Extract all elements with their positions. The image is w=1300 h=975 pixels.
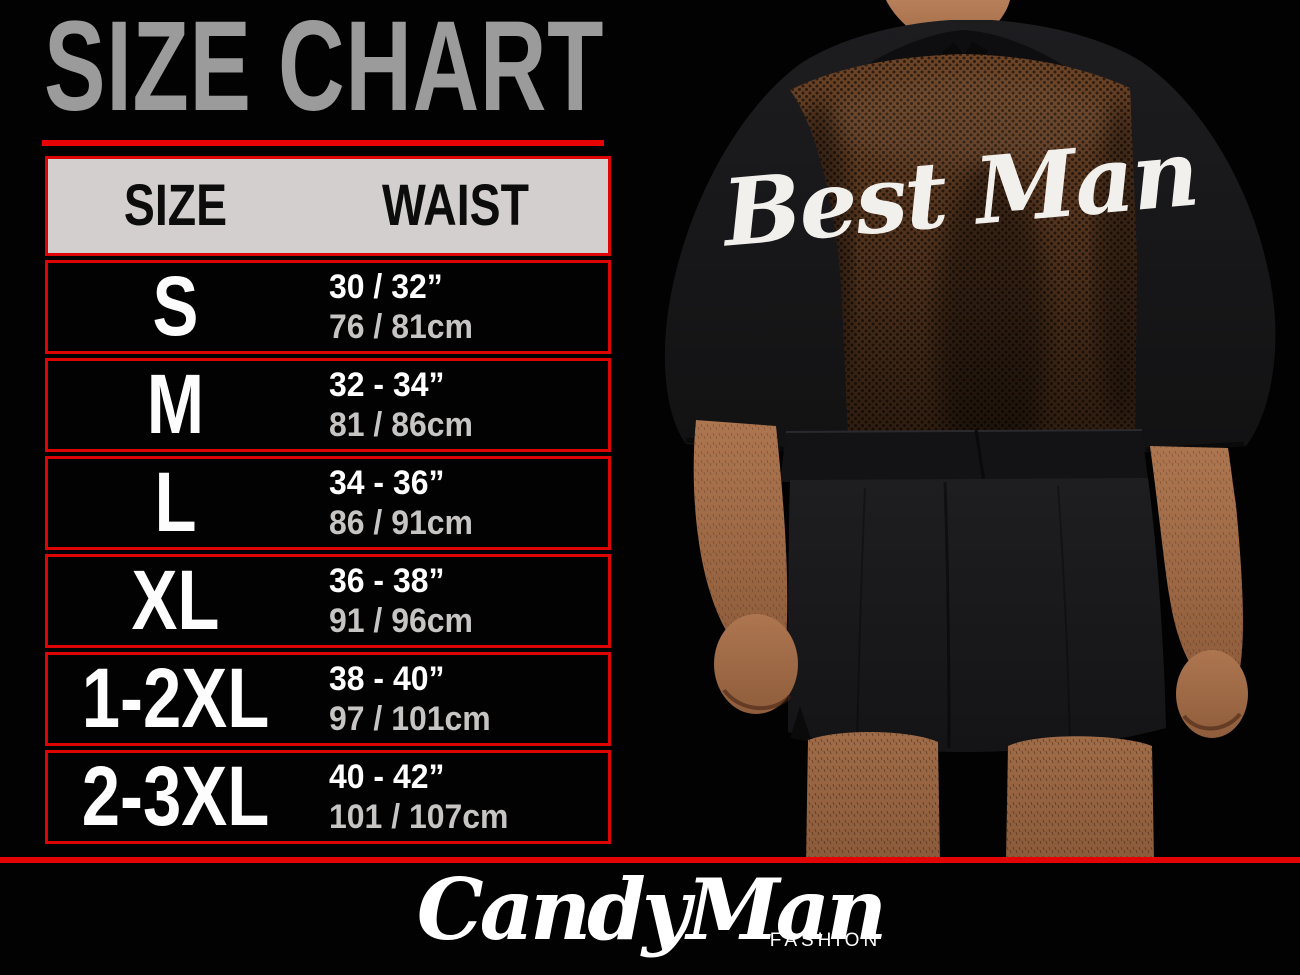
table-row: S 30 / 32” 76 / 81cm — [45, 260, 611, 354]
robe-collar — [824, 30, 1106, 126]
size-value: 1-2XL — [81, 651, 270, 746]
skirt-fold — [943, 481, 951, 749]
waist-inches: 34 - 36” — [329, 464, 445, 502]
waist-cell: 36 - 38” 91 / 96cm — [303, 561, 608, 641]
waist-cell: 40 - 42” 101 / 107cm — [303, 757, 608, 837]
size-table: SIZE WAIST S 30 / 32” 76 / 81cm M 32 - 3… — [45, 156, 611, 844]
robe-skirt — [788, 478, 1166, 752]
mesh-back-panel — [790, 54, 1137, 434]
waist-centimeters: 76 / 81cm — [329, 308, 473, 346]
table-row: 1-2XL 38 - 40” 97 / 101cm — [45, 652, 611, 746]
waist-inches: 38 - 40” — [329, 660, 445, 698]
brand-tagline: FASHION — [769, 930, 882, 952]
title-underline — [42, 140, 604, 146]
product-photo: Best Man — [664, 0, 1276, 862]
brand-logo: CandyMan FASHION — [417, 865, 887, 954]
table-row: L 34 - 36” 86 / 91cm — [45, 456, 611, 550]
figure-left-arm — [693, 420, 798, 714]
waist-centimeters: 91 / 96cm — [329, 602, 473, 640]
belt-fold — [974, 429, 986, 483]
skirt-fold — [1057, 485, 1071, 745]
waist-inches: 30 / 32” — [329, 268, 443, 306]
waist-inches: 36 - 38” — [329, 562, 445, 600]
waist-inches: 32 - 34” — [329, 366, 445, 404]
waist-cell: 38 - 40” 97 / 101cm — [303, 659, 608, 739]
size-table-header: SIZE WAIST — [45, 156, 611, 256]
column-header-size: SIZE — [123, 173, 228, 238]
waist-centimeters: 81 / 86cm — [329, 406, 473, 444]
figure-left-thigh — [806, 731, 940, 862]
skirt-fold — [856, 487, 866, 743]
footer: CandyMan FASHION — [0, 865, 1300, 954]
skirt-slit — [790, 706, 812, 742]
robe-belt — [780, 430, 1148, 482]
waist-inches: 40 - 42” — [329, 758, 445, 796]
waist-cell: 34 - 36” 86 / 91cm — [303, 463, 608, 543]
figure-right-thigh — [1006, 736, 1154, 862]
figure-right-arm — [1150, 446, 1248, 738]
waist-cell: 30 / 32” 76 / 81cm — [303, 267, 608, 347]
brand-name: CandyMan — [416, 860, 887, 959]
size-value: L — [154, 455, 197, 550]
size-value: M — [146, 357, 205, 452]
size-value: XL — [131, 553, 220, 648]
size-value: 2-3XL — [81, 749, 270, 844]
table-row: M 32 - 34” 81 / 86cm — [45, 358, 611, 452]
page-title: SIZE CHART — [44, 0, 605, 138]
footer-divider — [0, 857, 1300, 863]
belt-highlight — [785, 429, 1143, 433]
table-row: XL 36 - 38” 91 / 96cm — [45, 554, 611, 648]
column-header-waist: WAIST — [382, 173, 529, 238]
waist-cell: 32 - 34” 81 / 86cm — [303, 365, 608, 445]
waist-centimeters: 101 / 107cm — [329, 798, 509, 836]
table-row: 2-3XL 40 - 42” 101 / 107cm — [45, 750, 611, 844]
waist-centimeters: 97 / 101cm — [329, 700, 491, 738]
size-value: S — [152, 259, 199, 354]
waist-centimeters: 86 / 91cm — [329, 504, 473, 542]
